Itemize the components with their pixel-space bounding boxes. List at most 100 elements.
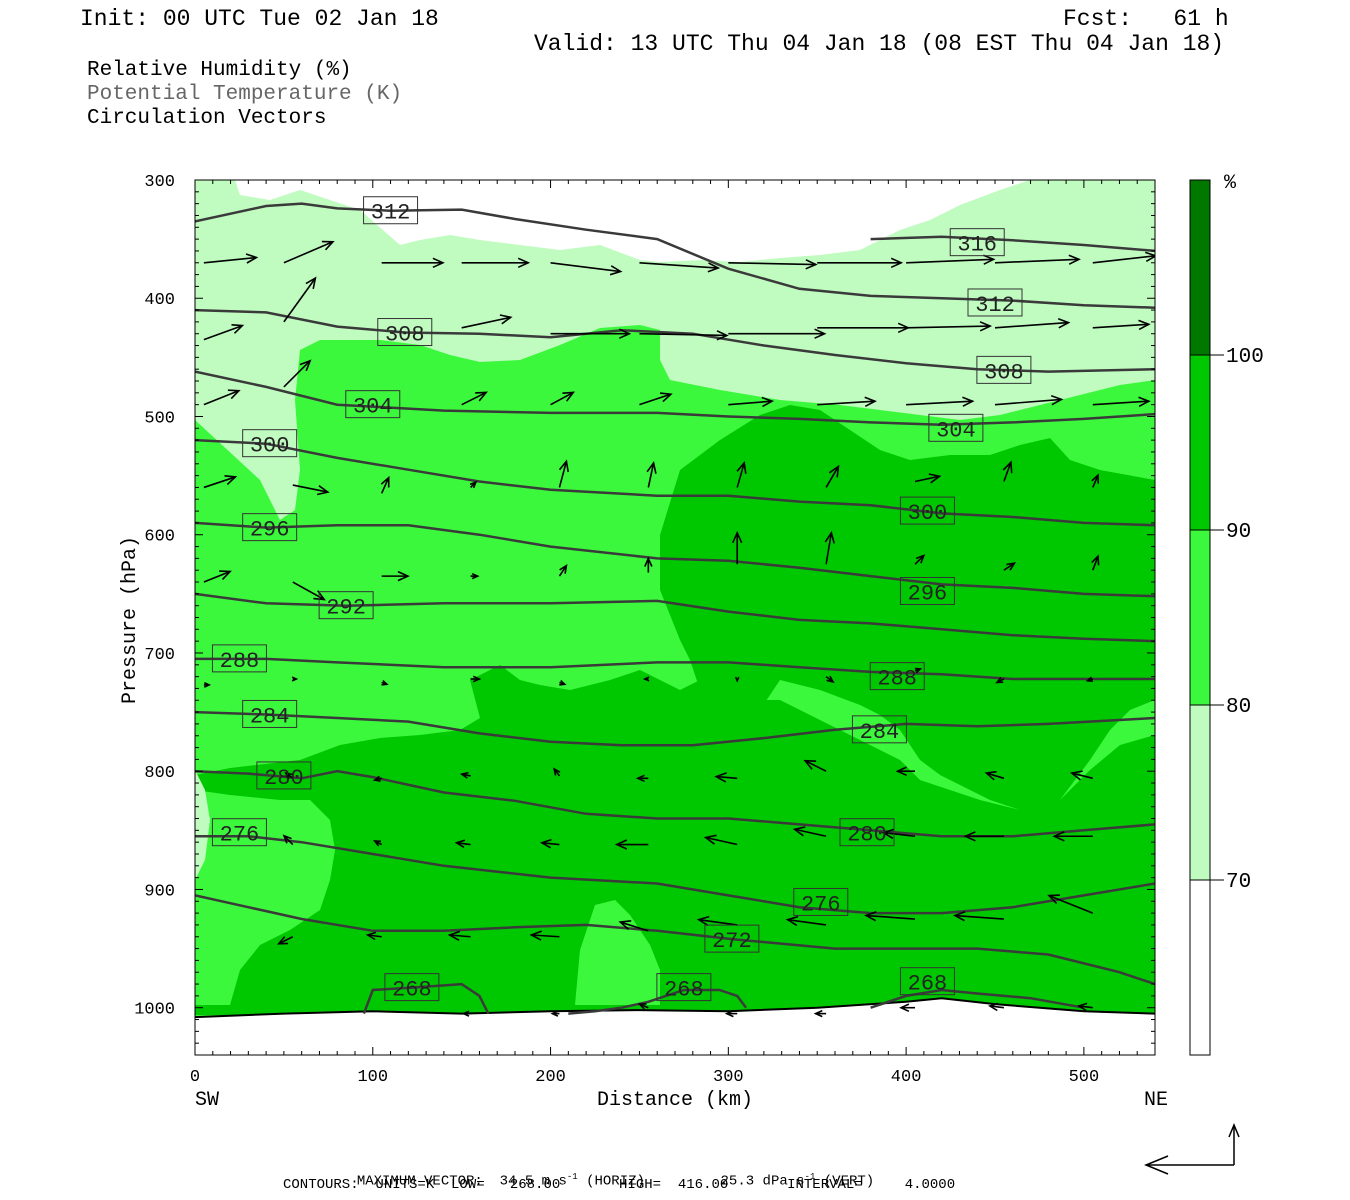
wind-vector (283, 240, 335, 264)
wind-vector (731, 530, 743, 565)
theta-label-text: 312 (371, 201, 411, 226)
wind-vector (381, 257, 445, 269)
wind-vector (642, 676, 650, 682)
theta-label-text: 268 (908, 972, 948, 997)
wind-vector (618, 920, 649, 932)
rh-band-70-80-left-sliver (195, 770, 210, 880)
wind-vector (550, 391, 576, 406)
theta-label-276: 276 (211, 818, 267, 848)
theta-label-text: 268 (664, 978, 704, 1003)
theta-label-text: 304 (353, 395, 393, 420)
theta-contour-272 (195, 894, 1155, 986)
wind-vector (283, 276, 317, 323)
colorbar-label-90: 90 (1226, 521, 1251, 544)
wind-vector (646, 460, 657, 488)
wind-vector (284, 771, 294, 780)
wind-vector (736, 461, 747, 488)
wind-vector (558, 563, 568, 577)
wind-vector (639, 261, 721, 273)
wind-vector (1092, 251, 1155, 264)
colorbar-label-80: 80 (1226, 696, 1251, 719)
wind-vector (728, 328, 827, 339)
wind-vector (1091, 554, 1100, 571)
wind-vector (899, 1003, 915, 1013)
theta-label-text: 268 (392, 978, 432, 1003)
y-axis-label: Pressure (hPa) (119, 536, 142, 704)
reference-vector-horizontal-head (1144, 1155, 1169, 1175)
wind-vector (696, 915, 738, 927)
theta-label-text: 296 (250, 518, 290, 543)
colorbar-segment-80 (1190, 530, 1210, 705)
y-tick-label: 1000 (134, 1001, 175, 1020)
theta-label-316: 316 (949, 228, 1005, 258)
max-vector-horiz-tag: (HORIZ) (586, 1173, 645, 1190)
wind-vector (895, 766, 915, 777)
theta-label-text: 300 (250, 434, 290, 459)
init-time: Init: 00 UTC Tue 02 Jan 18 (80, 6, 439, 32)
x-tick-label: 100 (357, 1068, 388, 1087)
rh-band-80-90-left-wedge (195, 790, 335, 1005)
wind-vector (283, 359, 312, 388)
wind-vector (470, 572, 480, 580)
wind-vector (1047, 894, 1094, 914)
wind-vector (203, 475, 238, 489)
x-axis-label: Distance (km) (597, 1089, 753, 1112)
wind-vector (728, 396, 775, 408)
wind-vector (614, 839, 649, 850)
wind-vector (529, 930, 560, 941)
wind-vector (914, 473, 942, 484)
wind-vector (952, 910, 1004, 922)
wind-vector (813, 1009, 827, 1018)
theta-label-272: 272 (704, 924, 760, 954)
wind-vector (984, 770, 1005, 781)
max-vector-line: MAXIMUM VECTOR: 34.5 m s-1 (HORIZ) 25.3 … (340, 1159, 874, 1189)
wind-vector (817, 396, 877, 408)
theta-label-text: 288 (220, 649, 260, 674)
x-tick-label: 200 (535, 1068, 566, 1087)
theta-label-text: 284 (250, 704, 290, 729)
wind-vector (734, 676, 740, 683)
theta-label-280: 280 (839, 818, 895, 848)
wind-vector (1069, 770, 1093, 781)
theta-label-268: 268 (899, 967, 955, 997)
reference-vector (1144, 1123, 1240, 1175)
max-vector-prefix: MAXIMUM VECTOR: (356, 1173, 483, 1190)
wind-vector (459, 771, 471, 779)
rh-band-90-100 (195, 405, 1155, 1015)
wind-vector (824, 530, 835, 565)
wind-vector (1076, 1002, 1093, 1012)
theta-label-text: 292 (326, 596, 366, 621)
wind-vector (461, 314, 513, 329)
x-tick-label: 300 (713, 1068, 744, 1087)
wind-vector (461, 1010, 471, 1017)
theta-contour-316 (870, 235, 1155, 253)
wind-vector (203, 681, 212, 688)
max-vector-vert-tag: (VERT) (823, 1173, 875, 1190)
reference-vector-vertical-head (1228, 1123, 1240, 1138)
wind-vector (728, 259, 818, 270)
wind-vector (792, 826, 827, 838)
wind-vector (987, 1002, 1004, 1012)
wind-vector (825, 464, 840, 488)
wind-vector (994, 254, 1081, 265)
max-vector-horiz: 34.5 m s (499, 1173, 567, 1190)
wind-vector (864, 910, 916, 922)
wind-vector (381, 680, 389, 686)
theta-label-text: 308 (385, 323, 425, 348)
contours-line: CONTOURS: UNITS=K LOW= 268.00 HIGH= 416.… (283, 1177, 956, 1193)
wind-vector (372, 840, 383, 847)
theta-label-296: 296 (899, 576, 955, 606)
wind-vector (469, 480, 478, 489)
theta-label-text: 300 (908, 501, 948, 526)
below-ground-mask (195, 998, 1155, 1055)
wind-vector (644, 556, 653, 573)
wind-vector (381, 570, 410, 582)
wind-vector (282, 834, 294, 846)
wind-vector (1091, 473, 1099, 488)
wind-vector (203, 253, 259, 264)
wind-vector (714, 772, 738, 783)
y-tick-label: 800 (144, 764, 175, 783)
wind-vector (461, 391, 488, 406)
x-tick-label: 0 (190, 1068, 200, 1087)
